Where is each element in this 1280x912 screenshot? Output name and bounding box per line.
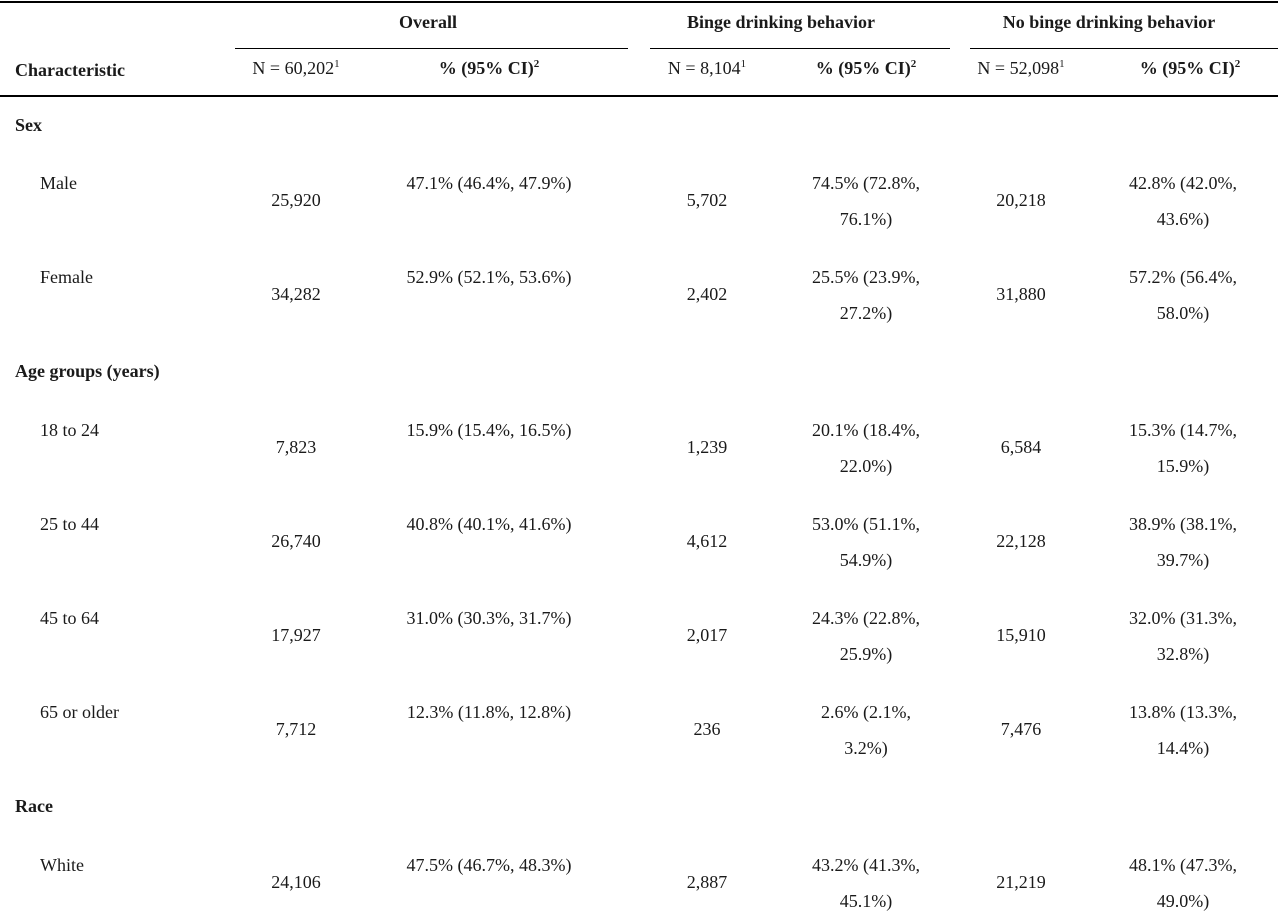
row-label: 18 to 24 [40, 420, 100, 440]
group-underline-nobinge [970, 48, 1278, 49]
cell-pct-overall: 40.8% (40.1%, 41.6%) [406, 514, 572, 534]
cell-pct-nobinge-line1: 13.8% (13.3%, [1129, 702, 1237, 722]
cell-pct-nobinge-line2: 39.7%) [1156, 550, 1210, 570]
header-rule [0, 95, 1278, 97]
cell-n-binge: 4,612 [686, 531, 728, 551]
group-underline-overall [235, 48, 628, 49]
cell-n-binge: 2,402 [686, 284, 728, 304]
cell-pct-overall: 31.0% (30.3%, 31.7%) [406, 608, 572, 628]
cell-pct-binge-line1: 43.2% (41.3%, [812, 855, 920, 875]
cell-n-overall: 26,740 [271, 531, 321, 551]
section-label: Age groups (years) [15, 361, 160, 381]
cell-n-nobinge: 21,219 [996, 872, 1046, 892]
cell-pct-nobinge-line1: 57.2% (56.4%, [1129, 267, 1237, 287]
cell-pct-binge-line2: 27.2%) [839, 303, 893, 323]
cell-n-nobinge: 22,128 [996, 531, 1046, 551]
cell-pct-binge-line2: 3.2%) [844, 738, 888, 758]
cell-n-overall: 25,920 [271, 190, 321, 210]
cell-pct-nobinge-line2: 58.0%) [1156, 303, 1210, 323]
section-label: Sex [15, 115, 42, 135]
cell-pct-binge-line2: 54.9%) [839, 550, 893, 570]
cell-n-nobinge: 6,584 [1000, 437, 1042, 457]
cell-pct-binge-line1: 24.3% (22.8%, [812, 608, 920, 628]
group-header-overall: Overall [399, 12, 457, 32]
column-header-n-nobinge: N = 52,0981 [977, 58, 1065, 78]
cell-pct-binge-line1: 2.6% (2.1%, [821, 702, 911, 722]
cell-n-overall: 7,823 [275, 437, 317, 457]
top-rule [0, 1, 1278, 3]
group-underline-binge [650, 48, 950, 49]
cell-pct-nobinge-line1: 15.3% (14.7%, [1129, 420, 1237, 440]
column-header-n-overall: N = 60,2021 [252, 58, 340, 78]
cell-pct-overall: 12.3% (11.8%, 12.8%) [406, 702, 572, 722]
row-label: White [40, 855, 84, 875]
cell-pct-binge-line2: 25.9%) [839, 644, 893, 664]
row-label: 65 or older [40, 702, 119, 722]
row-label: Female [40, 267, 93, 287]
cell-n-binge: 2,017 [686, 625, 728, 645]
cell-pct-binge-line1: 20.1% (18.4%, [812, 420, 920, 440]
cell-pct-nobinge-line1: 42.8% (42.0%, [1129, 173, 1237, 193]
cell-pct-nobinge-line2: 43.6%) [1156, 209, 1210, 229]
column-header-pct-binge: % (95% CI)2 [815, 58, 917, 78]
cell-n-binge: 236 [693, 719, 721, 739]
row-label: 45 to 64 [40, 608, 100, 628]
cell-n-overall: 34,282 [271, 284, 321, 304]
cell-pct-nobinge-line2: 32.8%) [1156, 644, 1210, 664]
cell-pct-binge-line2: 76.1%) [839, 209, 893, 229]
cell-pct-overall: 47.5% (46.7%, 48.3%) [406, 855, 572, 875]
column-header-n-binge: N = 8,1041 [667, 58, 747, 78]
cell-n-binge: 1,239 [686, 437, 728, 457]
group-header-nobinge: No binge drinking behavior [1002, 12, 1216, 32]
cell-n-binge: 5,702 [686, 190, 728, 210]
row-label: 25 to 44 [40, 514, 100, 534]
cell-pct-nobinge-line2: 49.0%) [1156, 891, 1210, 911]
cell-pct-nobinge-line1: 38.9% (38.1%, [1129, 514, 1237, 534]
group-header-binge: Binge drinking behavior [686, 12, 876, 32]
cell-pct-nobinge-line1: 32.0% (31.3%, [1129, 608, 1237, 628]
cell-pct-binge-line2: 22.0%) [839, 456, 893, 476]
cell-pct-nobinge-line1: 48.1% (47.3%, [1129, 855, 1237, 875]
cell-n-nobinge: 20,218 [996, 190, 1046, 210]
cell-n-binge: 2,887 [686, 872, 728, 892]
cell-pct-binge-line2: 45.1%) [839, 891, 893, 911]
cell-pct-binge-line1: 53.0% (51.1%, [812, 514, 920, 534]
section-label: Race [15, 796, 53, 816]
column-header-pct-nobinge: % (95% CI)2 [1139, 58, 1241, 78]
column-header-characteristic: Characteristic [15, 60, 125, 80]
cell-n-overall: 7,712 [275, 719, 317, 739]
cell-n-nobinge: 7,476 [1000, 719, 1042, 739]
cell-n-overall: 17,927 [271, 625, 321, 645]
cell-n-overall: 24,106 [271, 872, 321, 892]
cell-n-nobinge: 31,880 [996, 284, 1046, 304]
column-header-pct-overall: % (95% CI)2 [438, 58, 540, 78]
cell-pct-nobinge-line2: 15.9%) [1156, 456, 1210, 476]
cell-pct-overall: 47.1% (46.4%, 47.9%) [406, 173, 572, 193]
row-label: Male [40, 173, 77, 193]
cell-pct-overall: 52.9% (52.1%, 53.6%) [406, 267, 572, 287]
cell-pct-overall: 15.9% (15.4%, 16.5%) [406, 420, 572, 440]
cell-pct-nobinge-line2: 14.4%) [1156, 738, 1210, 758]
cell-pct-binge-line1: 25.5% (23.9%, [812, 267, 920, 287]
cell-n-nobinge: 15,910 [996, 625, 1046, 645]
cell-pct-binge-line1: 74.5% (72.8%, [812, 173, 920, 193]
